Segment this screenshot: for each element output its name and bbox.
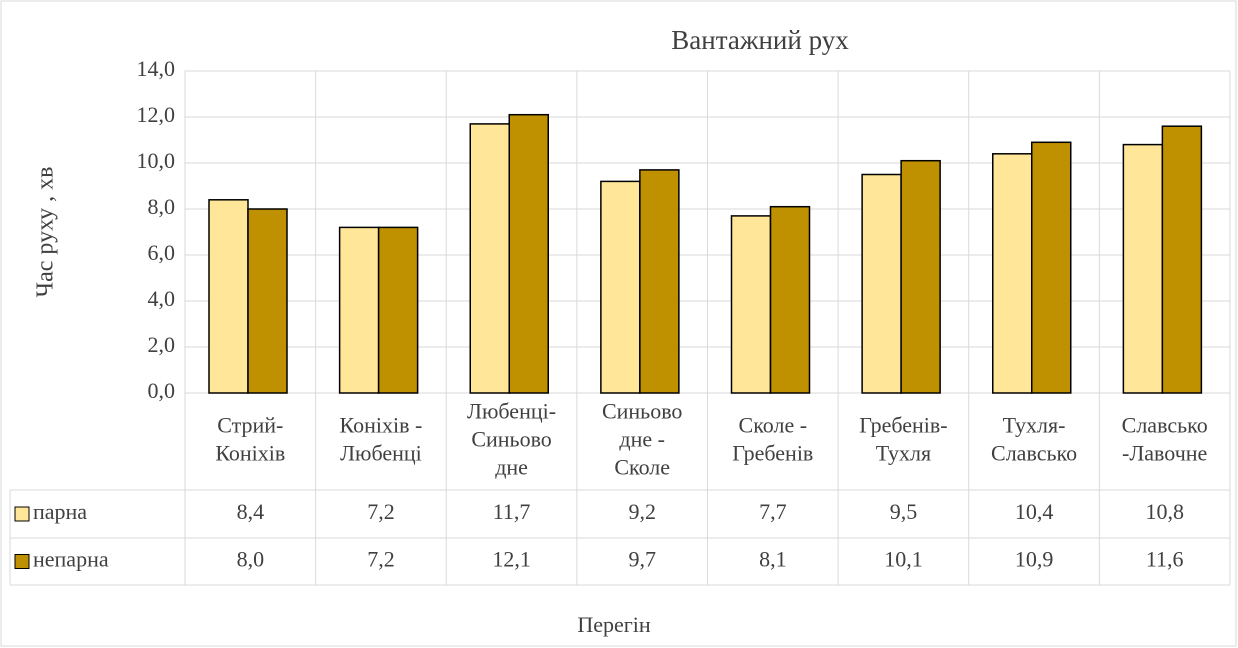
bar: [338, 226, 380, 394]
bar: [247, 208, 288, 394]
bar: [900, 159, 941, 394]
y-tick-label: 0,0: [148, 378, 176, 403]
x-tick-label: Коніхів -Любенці: [340, 413, 423, 466]
bar: [377, 226, 419, 394]
table-value: 10,9: [1015, 547, 1054, 572]
bar: [992, 153, 1033, 394]
legend-label: непарна: [33, 547, 109, 572]
table-value: 11,7: [493, 499, 531, 524]
table-value: 9,2: [628, 499, 656, 524]
x-tick-label: Тухля-Славсько: [991, 413, 1077, 466]
table-value: 7,2: [367, 499, 395, 524]
table-value: 12,1: [492, 547, 531, 572]
table-value: 9,7: [628, 547, 656, 572]
table-value: 7,7: [759, 499, 787, 524]
y-tick-label: 12,0: [137, 102, 176, 127]
y-tick-label: 10,0: [137, 148, 176, 173]
x-tick-label: Гребенів-Тухля: [859, 413, 947, 466]
x-tick-label: Синьово дне -Сколе: [602, 399, 683, 480]
table-value: 10,4: [1015, 499, 1054, 524]
legend-key: [14, 554, 30, 569]
x-tick-label: Стрий-Коніхів: [215, 413, 285, 466]
table-value: 7,2: [367, 547, 395, 572]
x-tick-label: Любенці-Синьово дне: [467, 399, 556, 480]
bar: [1031, 141, 1072, 394]
x-tick-label: Сколе -Гребенів: [732, 413, 813, 466]
table-value: 11,6: [1146, 547, 1184, 572]
y-tick-label: 14,0: [137, 56, 176, 81]
chart-title: Вантажний рух: [671, 25, 849, 55]
table-value: 9,5: [890, 499, 918, 524]
x-axis-label: Перегін: [577, 612, 651, 637]
y-axis-label: Час руху , хв: [33, 166, 59, 297]
y-tick-label: 8,0: [148, 194, 176, 219]
bar: [508, 113, 549, 394]
bar: [600, 180, 641, 394]
table-value: 8,4: [237, 499, 265, 524]
legend-label: парна: [33, 499, 87, 524]
bar: [208, 199, 249, 394]
table-value: 8,1: [759, 547, 787, 572]
bar: [861, 173, 902, 394]
table-value: 8,0: [237, 547, 265, 572]
y-tick-label: 4,0: [148, 286, 176, 311]
bar: [730, 215, 772, 394]
y-tick-label: 6,0: [148, 240, 176, 265]
table-value: 10,8: [1145, 499, 1184, 524]
bar: [469, 123, 510, 394]
bar: [769, 205, 811, 394]
bar: [1161, 125, 1203, 394]
legend-key: [14, 506, 30, 522]
bar: [639, 169, 680, 394]
x-tick-label: Славсько -Лавочне: [1122, 413, 1208, 466]
table-value: 10,1: [884, 547, 923, 572]
y-tick-label: 2,0: [148, 332, 176, 357]
bar: [1122, 143, 1164, 394]
